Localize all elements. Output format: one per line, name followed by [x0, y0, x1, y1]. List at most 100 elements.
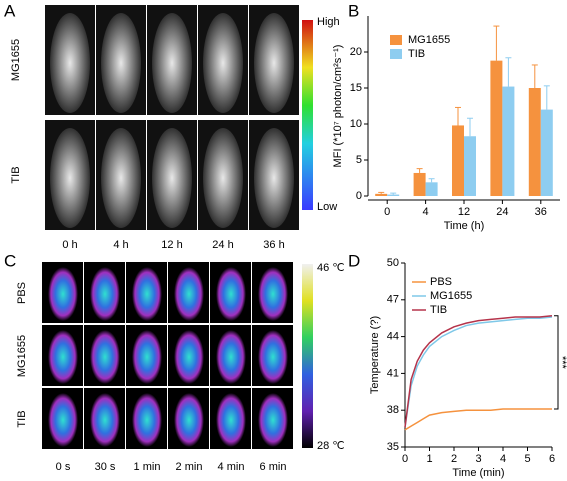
row-label: PBS: [16, 282, 28, 304]
x-tick-label: 12: [458, 206, 470, 218]
x-axis-label: Time (min): [452, 467, 504, 479]
row-label: MG1655: [10, 39, 22, 81]
legend-label: PBS: [430, 276, 452, 288]
x-tick-label: 4: [423, 206, 429, 218]
column-label: 30 s: [95, 461, 116, 473]
column-label: 24 h: [212, 239, 233, 251]
mouse: [101, 128, 141, 228]
row-label: MG1655: [16, 335, 28, 377]
mouse: [258, 393, 288, 447]
mouse: [90, 330, 120, 384]
panel-label: A: [4, 1, 16, 20]
x-tick-label: 5: [524, 453, 530, 465]
mouse: [174, 330, 204, 384]
bar: [425, 182, 438, 196]
x-tick-label: 1: [426, 453, 432, 465]
column-label: 1 min: [134, 461, 161, 473]
panel-label: C: [4, 251, 16, 270]
column-label: 2 min: [176, 461, 203, 473]
x-axis-label: Time (h): [444, 220, 485, 232]
column-label: 6 min: [260, 461, 287, 473]
mouse: [152, 13, 192, 113]
scale-label: Low: [317, 201, 337, 213]
row-label: TIB: [16, 410, 28, 427]
mouse: [254, 128, 294, 228]
scale-label: 46 ℃: [317, 262, 345, 274]
y-tick-label: 0: [356, 190, 362, 202]
bar: [375, 193, 388, 196]
mouse: [132, 267, 162, 321]
y-tick-label: 50: [387, 257, 399, 269]
mouse: [50, 128, 90, 228]
column-label: 0 h: [62, 239, 77, 251]
legend-label: MG1655: [408, 34, 450, 46]
bar: [528, 88, 541, 196]
legend-swatch: [390, 49, 402, 59]
x-tick-label: 24: [496, 206, 508, 218]
bracket: [554, 315, 559, 410]
y-tick-label: 35: [387, 441, 399, 453]
x-tick-label: 0: [384, 206, 390, 218]
mouse: [203, 128, 243, 228]
mouse: [203, 13, 243, 113]
mouse: [90, 267, 120, 321]
scale-label: High: [317, 16, 340, 28]
legend-swatch: [390, 35, 402, 45]
column-label: 12 h: [161, 239, 182, 251]
mouse: [254, 13, 294, 113]
mouse: [216, 393, 246, 447]
row-label: TIB: [10, 166, 22, 183]
column-label: 36 h: [263, 239, 284, 251]
mouse: [50, 13, 90, 113]
mouse: [132, 330, 162, 384]
x-tick-label: 3: [475, 453, 481, 465]
column-label: 0 s: [56, 461, 71, 473]
legend-label: TIB: [430, 304, 447, 316]
y-axis-label: Temperature (?): [369, 316, 381, 394]
line: [404, 315, 553, 428]
line: [404, 408, 552, 431]
mouse: [90, 393, 120, 447]
y-tick-label: 10: [350, 118, 362, 130]
y-tick-label: 15: [350, 82, 362, 94]
y-tick-label: 38: [387, 404, 399, 416]
column-label: 4 h: [113, 239, 128, 251]
panel-label: D: [348, 251, 360, 270]
y-tick-label: 20: [350, 46, 362, 58]
mouse: [174, 393, 204, 447]
mouse: [48, 393, 78, 447]
column-label: 4 min: [218, 461, 245, 473]
mouse: [48, 267, 78, 321]
mouse: [174, 267, 204, 321]
annotation: ***: [556, 356, 567, 370]
legend-label: TIB: [408, 48, 425, 60]
mouse: [101, 13, 141, 113]
bar: [452, 125, 464, 196]
line: [404, 316, 553, 428]
x-tick-label: 2: [451, 453, 457, 465]
mouse: [216, 267, 246, 321]
bar: [464, 136, 476, 196]
mouse: [258, 267, 288, 321]
bar: [490, 60, 503, 196]
bar: [413, 172, 426, 196]
mouse: [132, 393, 162, 447]
mouse: [48, 330, 78, 384]
mouse: [216, 330, 246, 384]
legend-label: MG1655: [430, 290, 472, 302]
y-tick-label: 41: [387, 367, 399, 379]
mouse: [258, 330, 288, 384]
x-tick-label: 36: [535, 206, 547, 218]
scale-label: 28 ℃: [317, 440, 345, 452]
x-tick-label: 0: [402, 453, 408, 465]
bar: [387, 194, 400, 196]
x-tick-label: 4: [500, 453, 506, 465]
y-axis-label: MFI (*10⁷ photon/cm²s⁻¹): [332, 45, 344, 168]
y-tick-label: 47: [387, 294, 399, 306]
x-tick-label: 6: [549, 453, 555, 465]
color-bar: [302, 20, 313, 210]
panel-label: B: [348, 1, 359, 20]
bar: [502, 86, 515, 196]
y-tick-label: 5: [356, 154, 362, 166]
